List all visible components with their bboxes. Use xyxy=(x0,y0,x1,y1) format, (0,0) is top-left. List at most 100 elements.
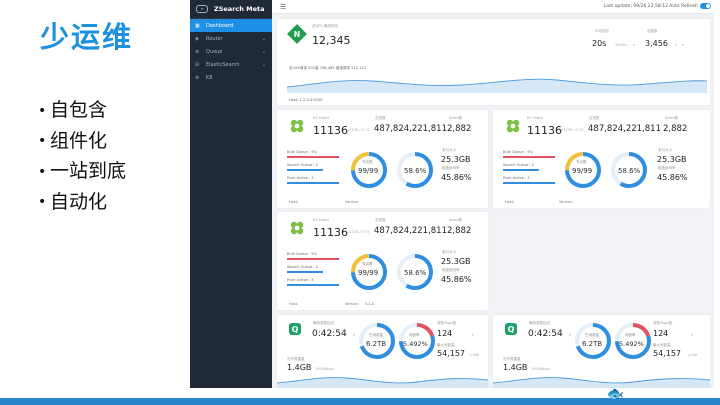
es-doc-count: 487,824,221,811 xyxy=(374,226,448,236)
es-version: 3.1.0 xyxy=(365,302,374,306)
search-queue-bar xyxy=(287,169,323,171)
es-shard-count: 11136 xyxy=(313,226,348,239)
chevron-down-icon[interactable]: ▾ xyxy=(633,43,635,47)
auto-refresh-toggle[interactable] xyxy=(700,3,711,9)
slide-footer-bar: 🐟 xyxy=(0,386,720,405)
usage-donut xyxy=(611,152,647,188)
brand[interactable]: ∞ ZSearch Meta xyxy=(190,0,272,19)
bullet-list: • 自包含 • 组件化 • 一站到底 • 自动化 xyxy=(38,95,126,217)
sidebar-item-queue[interactable]: ≡ Queue ⌄ xyxy=(195,48,266,55)
queue-delay-value: 0:42:54 xyxy=(312,329,347,339)
queue-icon: ≡ xyxy=(195,48,200,55)
es-doc-count: 487,824,221,811 xyxy=(588,124,662,134)
nginx-card: N 总QPS 峰值时间 12,345 平均延迟 20s 300ms ▾ 连接数 … xyxy=(277,19,710,105)
es-cluster-card: ES Shard 11136 11136 / 0 / 0 文档数 487,824… xyxy=(493,110,710,208)
search-queue-bar xyxy=(287,271,323,273)
max-consume-value: 54,157 xyxy=(653,349,681,358)
chevron-down-icon[interactable]: ▾ xyxy=(472,333,474,337)
history-size-value: 1.4GB xyxy=(503,363,528,372)
index-size-value: 25.3GB xyxy=(441,155,471,164)
hamburger-menu-icon[interactable]: ☰ xyxy=(280,3,287,11)
push-active-bar xyxy=(503,182,555,184)
es-shard-count: 11136 xyxy=(527,124,562,137)
index-size-value: 25.3GB xyxy=(657,155,687,164)
slide-title: 少运维 xyxy=(40,20,134,54)
footer-logo-icon: 🐟 xyxy=(606,386,624,402)
bullet-item: • 自包含 xyxy=(38,99,108,121)
consume-rate-donut xyxy=(615,323,651,359)
consumed-value: 6.2TB xyxy=(366,340,387,348)
es-index-count: 2,882 xyxy=(663,124,688,134)
dashboard-window: ∞ ZSearch Meta ▦ Dashboard ◈ Router ⌄ ≡ Queu… xyxy=(190,0,714,388)
nodes-donut xyxy=(351,254,387,290)
dashboard-icon: ▦ xyxy=(195,22,200,29)
topic-count-value: 124 xyxy=(437,329,453,338)
consume-rate-value: 5.492% xyxy=(403,340,428,348)
bulk-queue-bar xyxy=(503,156,555,158)
usage-donut xyxy=(397,254,433,290)
total-qps-value: 12,345 xyxy=(312,34,351,47)
consumed-donut xyxy=(359,323,395,359)
chevron-down-icon[interactable]: ▾ xyxy=(682,43,684,47)
cluster-icon: ✣ xyxy=(195,74,200,81)
sidebar-item-elasticsearch[interactable]: ⛁ ElasticSearch ⌄ xyxy=(195,61,266,68)
es-cluster-card: ES Shard 11136 11136 / 0 / 0 文档数 487,824… xyxy=(277,110,488,208)
es-doc-count: 487,824,221,811 xyxy=(374,124,448,134)
sidebar-item-dashboard[interactable]: ▦ Dashboard xyxy=(190,19,272,32)
disk-usage-value: 45.86% xyxy=(441,275,472,284)
elastic-leaf-icon xyxy=(290,221,304,235)
usage-value: 58.6% xyxy=(404,269,427,277)
nodes-value: 99/99 xyxy=(358,269,379,277)
connections-value: 3,456 xyxy=(645,39,668,48)
nodes-donut xyxy=(565,152,601,188)
chevron-down-icon: ⌄ xyxy=(261,61,266,68)
usage-donut xyxy=(397,152,433,188)
bulk-queue-bar xyxy=(287,258,339,260)
nodes-value: 99/99 xyxy=(572,167,593,175)
consumed-donut xyxy=(575,323,611,359)
search-queue-bar xyxy=(503,169,539,171)
sidebar-item-k8[interactable]: ✣ K8 xyxy=(195,74,213,81)
nodes-donut xyxy=(351,152,387,188)
avg-latency-value: 20s xyxy=(592,39,607,48)
nginx-logo-icon: N xyxy=(287,24,307,44)
queue-wave-chart xyxy=(277,377,488,388)
queue-wave-chart xyxy=(493,377,710,388)
brand-logo-icon: ∞ xyxy=(196,5,208,13)
queue-logo-icon: Q xyxy=(505,323,517,335)
bullet-item: • 自动化 xyxy=(38,190,108,213)
chevron-down-icon: ⌄ xyxy=(261,48,266,55)
nginx-host: Host: 1.2.3.4:9200 xyxy=(289,98,323,102)
consume-rate-donut xyxy=(399,323,435,359)
qps-wave-chart xyxy=(287,78,707,93)
nodes-value: 99/99 xyxy=(358,167,379,175)
history-size-value: 1.4GB xyxy=(287,363,312,372)
queue-card: Q 最新消息延迟 0:42:54 ▾ 已消费量 6.2TB 消费率 5.492%… xyxy=(277,315,488,388)
es-shard-count: 11136 xyxy=(313,124,348,137)
auto-refresh-label: Auto Refresh xyxy=(669,4,698,9)
queue-card: Q 最新消息延迟 0:42:54 ▾ 已消费量 6.2TB 消费率 5.492%… xyxy=(493,315,710,388)
bulk-queue-bar xyxy=(287,156,339,158)
router-icon: ◈ xyxy=(195,35,199,42)
chevron-down-icon[interactable]: ▾ xyxy=(353,333,355,337)
chevron-down-icon[interactable]: ▾ xyxy=(691,333,693,337)
bullet-item: • 组件化 xyxy=(38,129,108,152)
index-size-value: 25.3GB xyxy=(441,257,471,266)
es-index-count: 2,882 xyxy=(447,124,472,134)
database-icon: ⛁ xyxy=(195,61,200,68)
last-update-text: Last update: 09/26 23:58:12 xyxy=(603,4,668,9)
push-active-bar xyxy=(287,284,339,286)
queue-logo-icon: Q xyxy=(289,323,301,335)
usage-value: 58.6% xyxy=(618,167,641,175)
chevron-down-icon[interactable]: ▾ xyxy=(569,333,571,337)
es-cluster-card: ES Shard 11136 11136 / 0 / 0 文档数 487,824… xyxy=(277,212,488,310)
queue-delay-value: 0:42:54 xyxy=(528,329,563,339)
elastic-leaf-icon xyxy=(290,119,304,133)
disk-usage-value: 45.86% xyxy=(657,173,688,182)
consume-rate-value: 5.492% xyxy=(619,340,644,348)
push-active-bar xyxy=(287,182,339,184)
topic-count-value: 124 xyxy=(653,329,669,338)
sidebar-item-router[interactable]: ◈ Router ⌄ xyxy=(195,35,266,42)
es-index-count: 2,882 xyxy=(447,226,472,236)
disk-usage-value: 45.86% xyxy=(441,173,472,182)
